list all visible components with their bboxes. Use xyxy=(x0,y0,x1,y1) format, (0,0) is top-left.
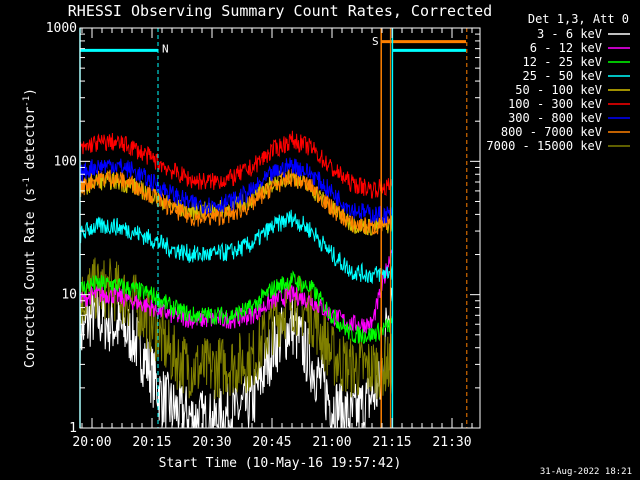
legend-title: Det 1,3, Att 0 xyxy=(528,12,629,26)
x-axis: 20:00 20:15 20:30 20:45 21:00 21:15 21:30 xyxy=(72,28,473,450)
x-tick-label: 21:00 xyxy=(312,435,351,450)
y-tick-label: 10 xyxy=(61,288,77,303)
night-label: N xyxy=(162,43,169,56)
series-line xyxy=(79,168,393,236)
x-tick-label: 21:30 xyxy=(432,435,471,450)
x-tick-label: 20:30 xyxy=(192,435,231,450)
x-axis-label: Start Time (10-May-16 19:57:42) xyxy=(159,456,402,471)
legend-label: 50 - 100 keV xyxy=(515,83,602,97)
legend-label: 100 - 300 keV xyxy=(508,97,602,111)
legend-label: 12 - 25 keV xyxy=(523,55,602,69)
plot-area: NS xyxy=(79,28,468,429)
y-tick-label: 100 xyxy=(54,154,77,169)
saa-label: S xyxy=(372,35,379,48)
series-line xyxy=(79,270,393,345)
y-axis-label: Corrected Count Rate (s-1 detector-1) xyxy=(22,88,38,368)
series-line xyxy=(79,130,393,199)
x-tick-label: 20:45 xyxy=(252,435,291,450)
legend-label: 25 - 50 keV xyxy=(523,69,602,83)
y-tick-label: 1000 xyxy=(46,21,77,36)
y-tick-label: 1 xyxy=(69,421,77,436)
x-tick-label: 21:15 xyxy=(372,435,411,450)
x-tick-label: 20:00 xyxy=(72,435,111,450)
legend-label: 6 - 12 keV xyxy=(530,41,602,55)
y-axis: 1 10 100 1000 xyxy=(46,21,480,436)
x-tick-label: 20:15 xyxy=(132,435,171,450)
chart-title: RHESSI Observing Summary Count Rates, Co… xyxy=(68,2,492,20)
footer-date: 31-Aug-2022 18:21 xyxy=(540,467,632,477)
plot-frame xyxy=(79,27,481,429)
series-line xyxy=(79,157,393,224)
legend-label: 800 - 7000 keV xyxy=(501,125,602,139)
series-line xyxy=(79,209,393,285)
legend-label: 300 - 800 keV xyxy=(508,111,602,125)
legend-label: 3 - 6 keV xyxy=(537,27,602,41)
series-line xyxy=(79,257,393,400)
legend-label: 7000 - 15000 keV xyxy=(486,139,602,153)
